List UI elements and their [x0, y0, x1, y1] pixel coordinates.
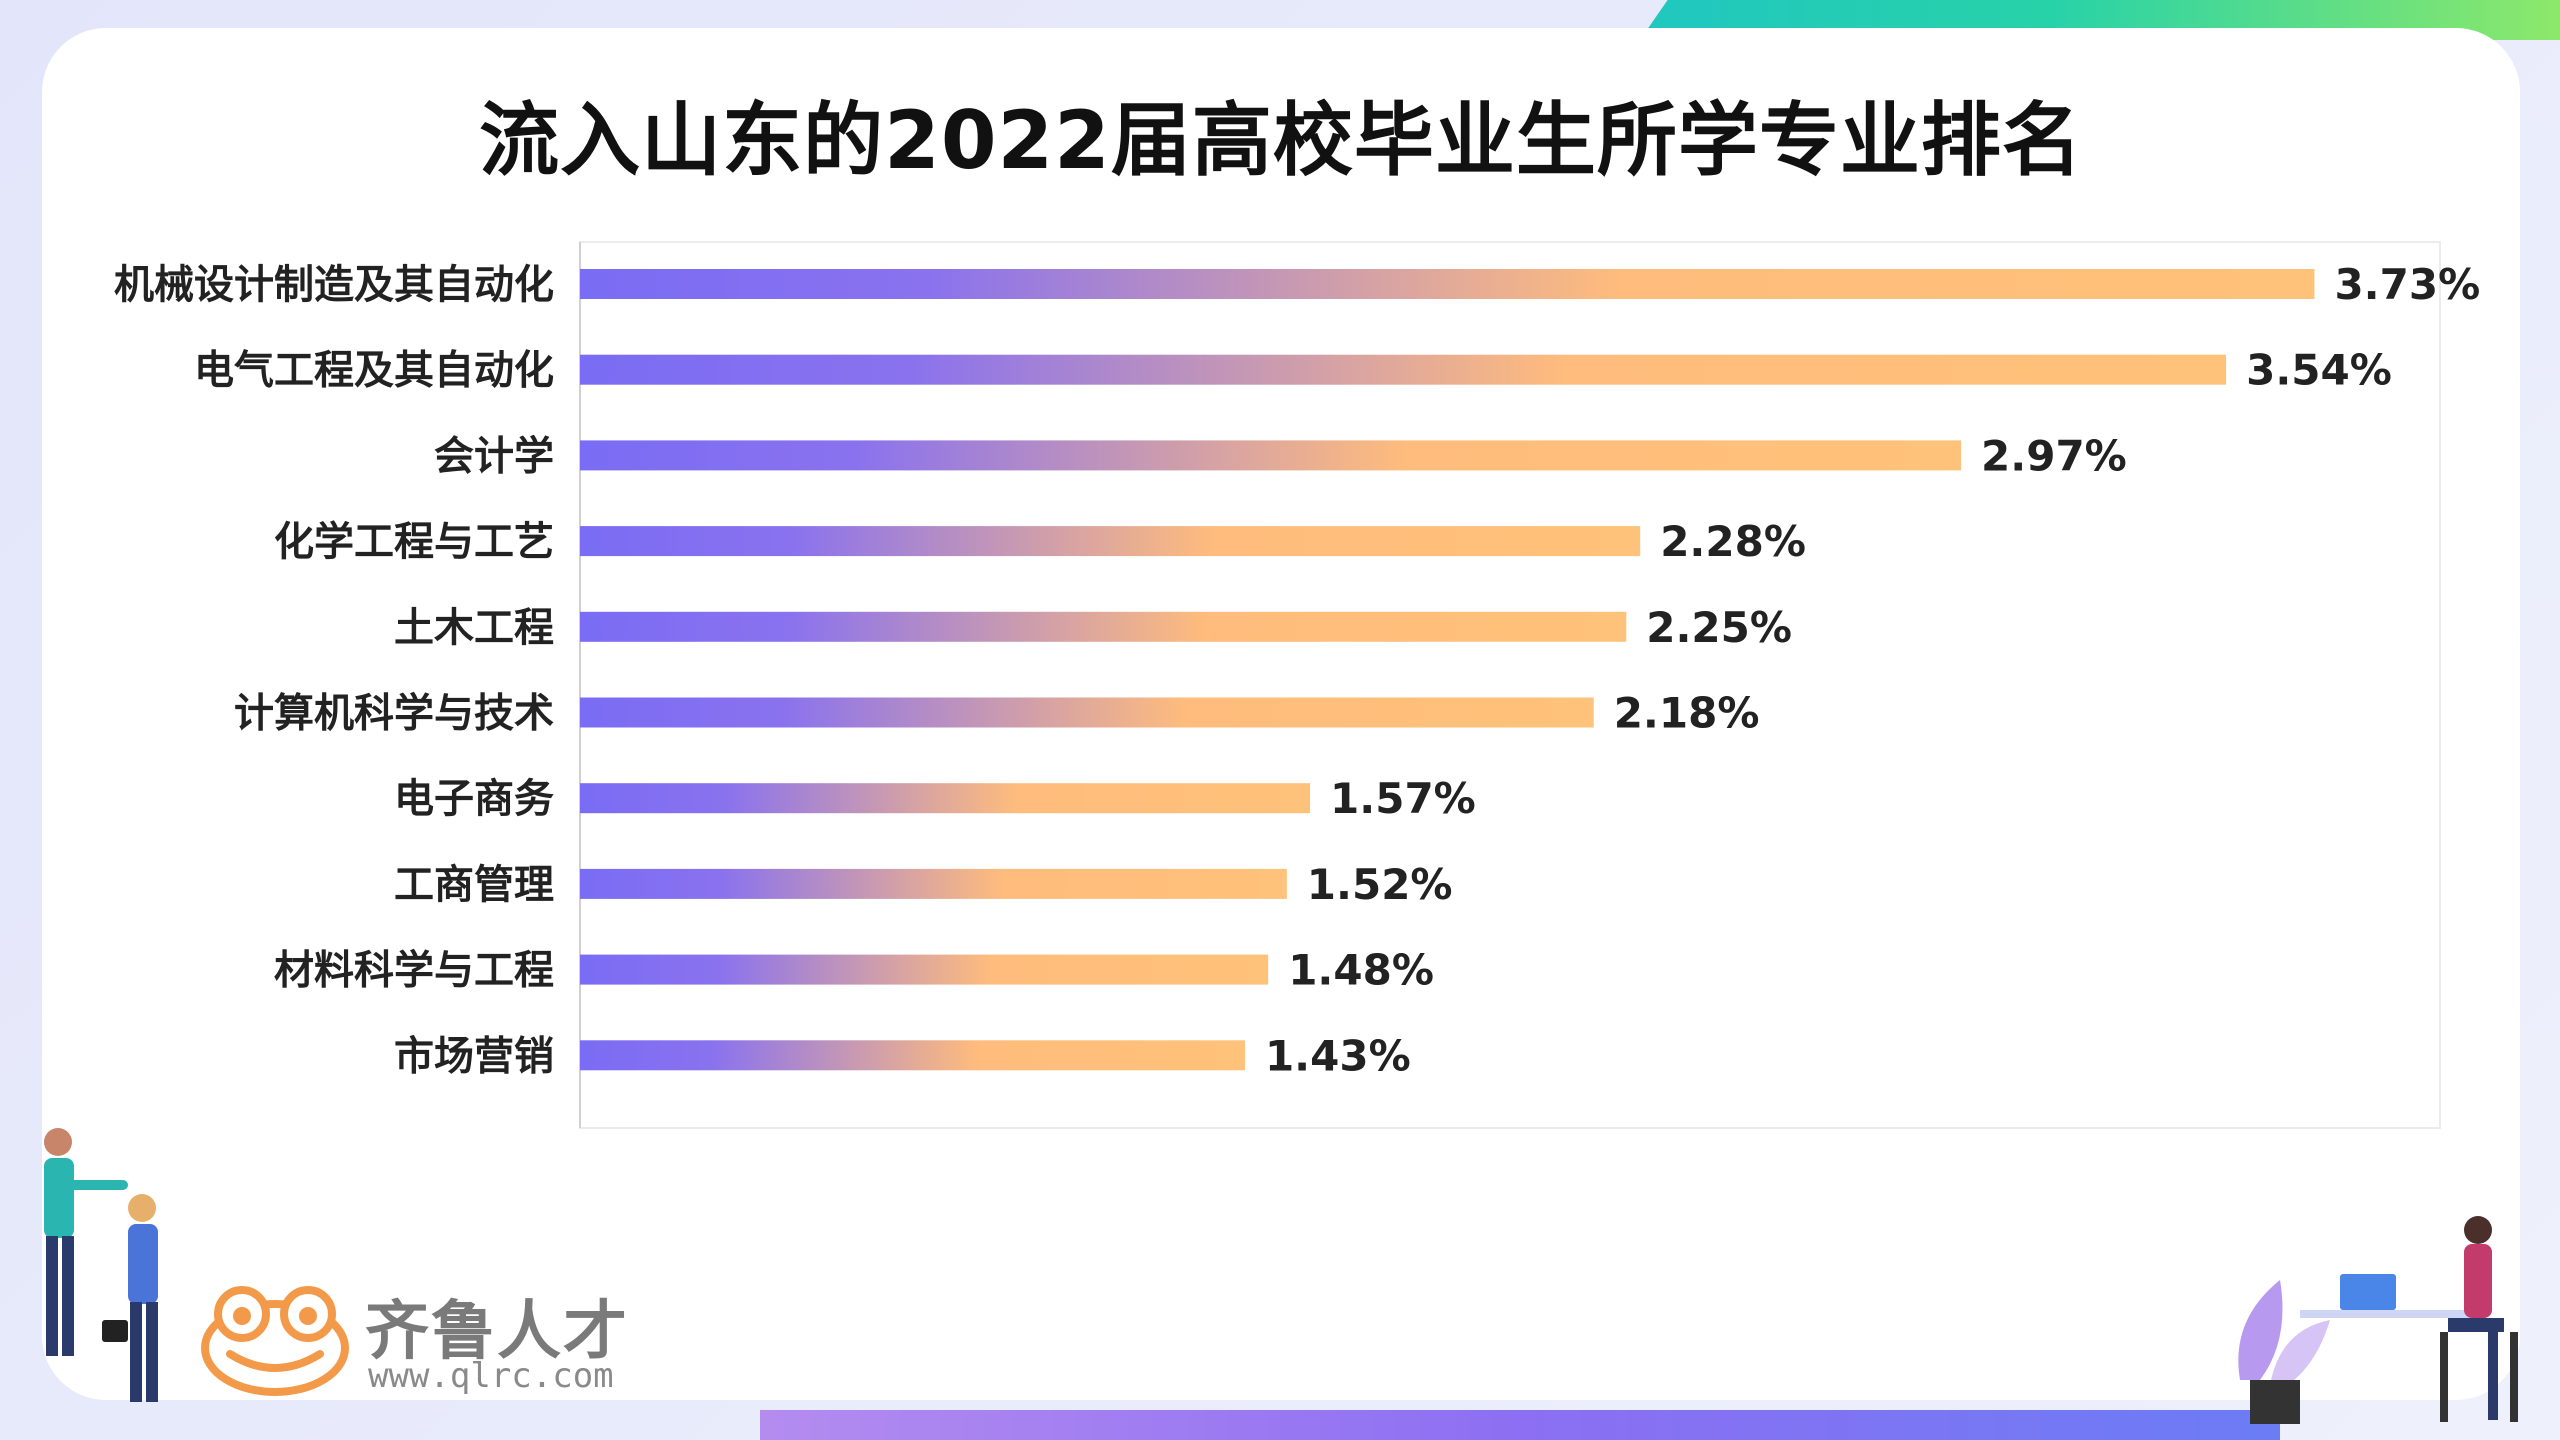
value-label: 2.18% [1614, 689, 1760, 738]
bar-2 [580, 354, 2227, 385]
company-logo: 齐鲁人才 www.qlrc.com [200, 1278, 650, 1408]
value-label: 2.97% [1981, 431, 2127, 480]
bar-8 [580, 868, 1287, 899]
logo-name: 齐鲁人才 [365, 1295, 629, 1369]
category-label: 机械设计制造及其自动化 [114, 262, 554, 308]
bar-4 [580, 526, 1641, 557]
bar-9 [580, 954, 1269, 985]
handshake-illustration-icon [44, 1128, 158, 1402]
bar-5 [580, 611, 1627, 642]
value-label: 2.25% [1646, 603, 1792, 652]
content-card: 流入山东的2022届高校毕业生所学专业排名 机械设计制造及其自动化 3.73% 电气… [42, 28, 2520, 1400]
bar-chart: 机械设计制造及其自动化 3.73% 电气工程及其自动化 3.54% 会计学 2.97% 化学… [114, 241, 2480, 1129]
category-label: 电子商务 [394, 776, 554, 822]
value-label: 1.52% [1307, 860, 1453, 909]
category-label: 计算机科学与技术 [234, 691, 554, 737]
office-worker-illustration-icon [2238, 1216, 2518, 1424]
value-label: 1.57% [1330, 774, 1476, 823]
category-label: 土木工程 [394, 605, 554, 651]
category-label: 市场营销 [394, 1033, 554, 1079]
bar-10 [580, 1040, 1245, 1071]
value-label: 3.54% [2246, 346, 2392, 395]
page-title: 流入山东的2022届高校毕业生所学专业排名 [479, 94, 2083, 187]
value-label: 3.73% [2334, 260, 2480, 309]
logo-url: www.qlrc.com [368, 1356, 614, 1396]
category-label: 化学工程与工艺 [274, 519, 554, 565]
bar-3 [580, 440, 1962, 471]
category-label: 会计学 [434, 433, 554, 479]
value-label: 2.28% [1660, 517, 1806, 566]
category-label: 工商管理 [394, 862, 554, 908]
value-label: 1.48% [1288, 946, 1434, 995]
bar-6 [580, 697, 1594, 728]
category-label: 电气工程及其自动化 [194, 348, 554, 394]
category-label: 材料科学与工程 [274, 948, 554, 994]
bottom-accent-band [760, 1410, 2280, 1440]
value-label: 1.43% [1265, 1031, 1411, 1080]
frog-logo-icon [201, 1286, 349, 1396]
bar-7 [580, 783, 1311, 814]
bar-1 [580, 269, 2315, 299]
